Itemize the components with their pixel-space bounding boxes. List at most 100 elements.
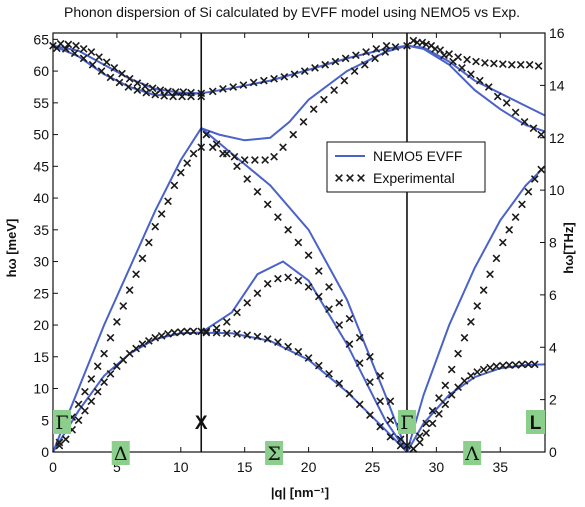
experimental-marker: [270, 152, 278, 161]
experimental-marker: [119, 356, 128, 364]
experimental-marker: [222, 149, 231, 158]
experimental-marker: [362, 48, 370, 56]
experimental-marker: [386, 432, 395, 441]
experimental-marker: [239, 81, 248, 89]
experimental-marker: [321, 60, 330, 69]
y-tick-label: 30: [33, 254, 49, 270]
experimental-marker: [486, 270, 494, 279]
y-tick-label: 60: [33, 63, 49, 79]
experimental-marker: [274, 274, 282, 283]
experimental-marker: [115, 78, 124, 87]
experimental-marker: [179, 88, 188, 96]
experimental-marker: [294, 347, 303, 356]
experimental-marker: [243, 298, 252, 307]
legend-experimental-swatch: [335, 174, 343, 182]
experimental-marker: [212, 140, 221, 148]
experimental-marker: [79, 45, 88, 53]
high-symmetry-label: Γ: [55, 412, 68, 434]
experimental-marker: [151, 333, 160, 342]
experimental-marker: [507, 60, 516, 69]
y-tick-label: 20: [33, 317, 49, 333]
experimental-marker: [110, 64, 119, 72]
experimental-marker: [263, 335, 272, 343]
experimental-marker: [345, 389, 354, 398]
experimental-marker: [331, 57, 340, 66]
experimental-marker: [202, 327, 211, 336]
experimental-marker: [530, 175, 539, 183]
y-axis-label: hω [meV]: [4, 219, 19, 278]
experimental-marker: [133, 79, 142, 88]
experimental-marker: [325, 305, 333, 314]
experimental-marker: [300, 67, 309, 75]
y2-tick-label: 6: [549, 287, 557, 303]
experimental-marker: [352, 51, 360, 60]
experimental-marker: [118, 69, 126, 78]
experimental-marker: [320, 95, 328, 104]
experimental-marker: [274, 213, 282, 221]
experimental-marker: [81, 387, 89, 396]
experimental-marker: [125, 349, 134, 358]
experimental-marker: [524, 187, 533, 196]
x-axis-label: |q| [nm⁻¹]: [271, 485, 329, 500]
experimental-marker: [160, 91, 169, 100]
y-tick-label: 50: [33, 127, 49, 143]
experimental-marker: [309, 105, 318, 114]
experimental-marker: [294, 276, 303, 285]
high-symmetry-label-box: [463, 441, 482, 465]
experimental-marker: [396, 435, 405, 444]
experimental-marker: [498, 361, 507, 370]
experimental-marker: [222, 317, 231, 326]
experimental-marker: [475, 76, 484, 85]
high-symmetry-label-box: [111, 441, 130, 465]
experimental-marker: [189, 327, 198, 336]
experimental-marker: [518, 360, 526, 369]
y2-tick-label: 2: [549, 392, 557, 408]
experimental-marker: [81, 406, 89, 415]
experimental-marker: [70, 49, 79, 58]
experimental-marker: [449, 57, 457, 66]
x-tick-label: 5: [113, 459, 121, 475]
experimental-marker: [138, 340, 147, 348]
x-tick-label: 25: [365, 459, 381, 475]
experimental-marker: [467, 317, 475, 326]
y-tick-label: 15: [33, 349, 49, 365]
experimental-marker: [492, 254, 501, 263]
experimental-marker: [493, 92, 502, 101]
experimental-marker: [490, 59, 498, 68]
y-tick-label: 65: [33, 31, 49, 47]
experimental-marker: [409, 36, 418, 45]
experimental-marker: [183, 327, 192, 336]
experimental-marker: [164, 197, 172, 206]
experimental-marker: [340, 76, 349, 85]
x-tick-label: 15: [237, 459, 253, 475]
experimental-marker: [304, 283, 313, 291]
experimental-marker: [100, 349, 108, 358]
chart-title: Phonon dispersion of Si calculated by EV…: [64, 4, 520, 20]
experimental-marker: [335, 379, 344, 388]
model-branch-line: [406, 44, 546, 133]
experimental-marker: [511, 108, 520, 117]
experimental-marker: [529, 124, 538, 133]
experimental-marker: [454, 349, 462, 358]
legend-experimental-swatch: [357, 174, 365, 182]
experimental-marker: [382, 41, 391, 50]
experimental-marker: [360, 60, 369, 69]
experimental-marker: [525, 60, 534, 69]
legend-experimental-swatch: [346, 174, 354, 182]
experimental-marker: [376, 422, 385, 431]
experimental-marker: [409, 444, 418, 453]
experimental-marker: [511, 213, 520, 221]
experimental-marker: [355, 333, 364, 342]
experimental-marker: [441, 400, 450, 409]
experimental-marker: [151, 90, 160, 99]
experimental-marker: [261, 156, 270, 164]
legend-experimental-label: Experimental: [373, 170, 455, 186]
experimental-marker: [415, 432, 424, 440]
y-tick-label: 5: [41, 412, 49, 428]
y2-tick-label: 8: [549, 235, 557, 251]
experimental-marker: [290, 70, 299, 79]
experimental-marker: [492, 362, 501, 371]
experimental-marker: [61, 435, 70, 444]
experimental-marker: [479, 365, 488, 374]
